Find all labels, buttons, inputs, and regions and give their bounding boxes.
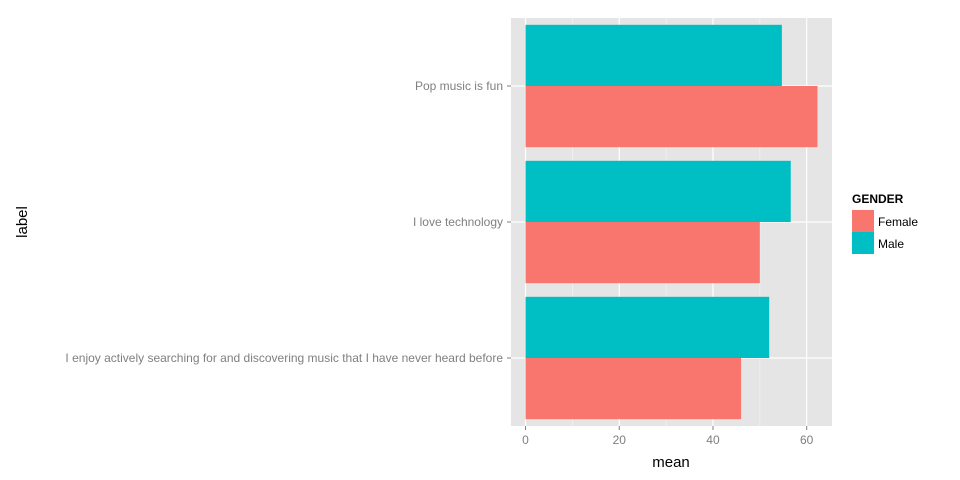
legend-key-female xyxy=(852,210,874,232)
x-axis-title: mean xyxy=(652,454,690,471)
x-tick-label: 40 xyxy=(706,433,720,447)
bar-female-0 xyxy=(525,358,742,420)
bar-male-0 xyxy=(525,296,770,358)
x-axis: 0 20 40 60 xyxy=(522,426,814,447)
y-axis-title: label xyxy=(14,206,31,238)
bar-female-1 xyxy=(525,222,760,284)
y-tick-label: I love technology xyxy=(413,215,503,229)
x-tick-label: 60 xyxy=(800,433,814,447)
bar-female-2 xyxy=(525,86,818,148)
bars xyxy=(525,24,818,420)
y-tick-label: Pop music is fun xyxy=(415,79,503,93)
y-tick-label: I enjoy actively searching for and disco… xyxy=(65,351,503,365)
y-axis: I enjoy actively searching for and disco… xyxy=(65,79,511,365)
legend: GENDER Female Male xyxy=(852,192,918,254)
bar-male-2 xyxy=(525,24,782,86)
x-tick-label: 0 xyxy=(522,433,529,447)
legend-label-female: Female xyxy=(878,215,918,229)
legend-title: GENDER xyxy=(852,192,904,206)
bar-male-1 xyxy=(525,160,791,222)
legend-key-male xyxy=(852,232,874,254)
x-tick-label: 20 xyxy=(613,433,627,447)
legend-label-male: Male xyxy=(878,237,904,251)
